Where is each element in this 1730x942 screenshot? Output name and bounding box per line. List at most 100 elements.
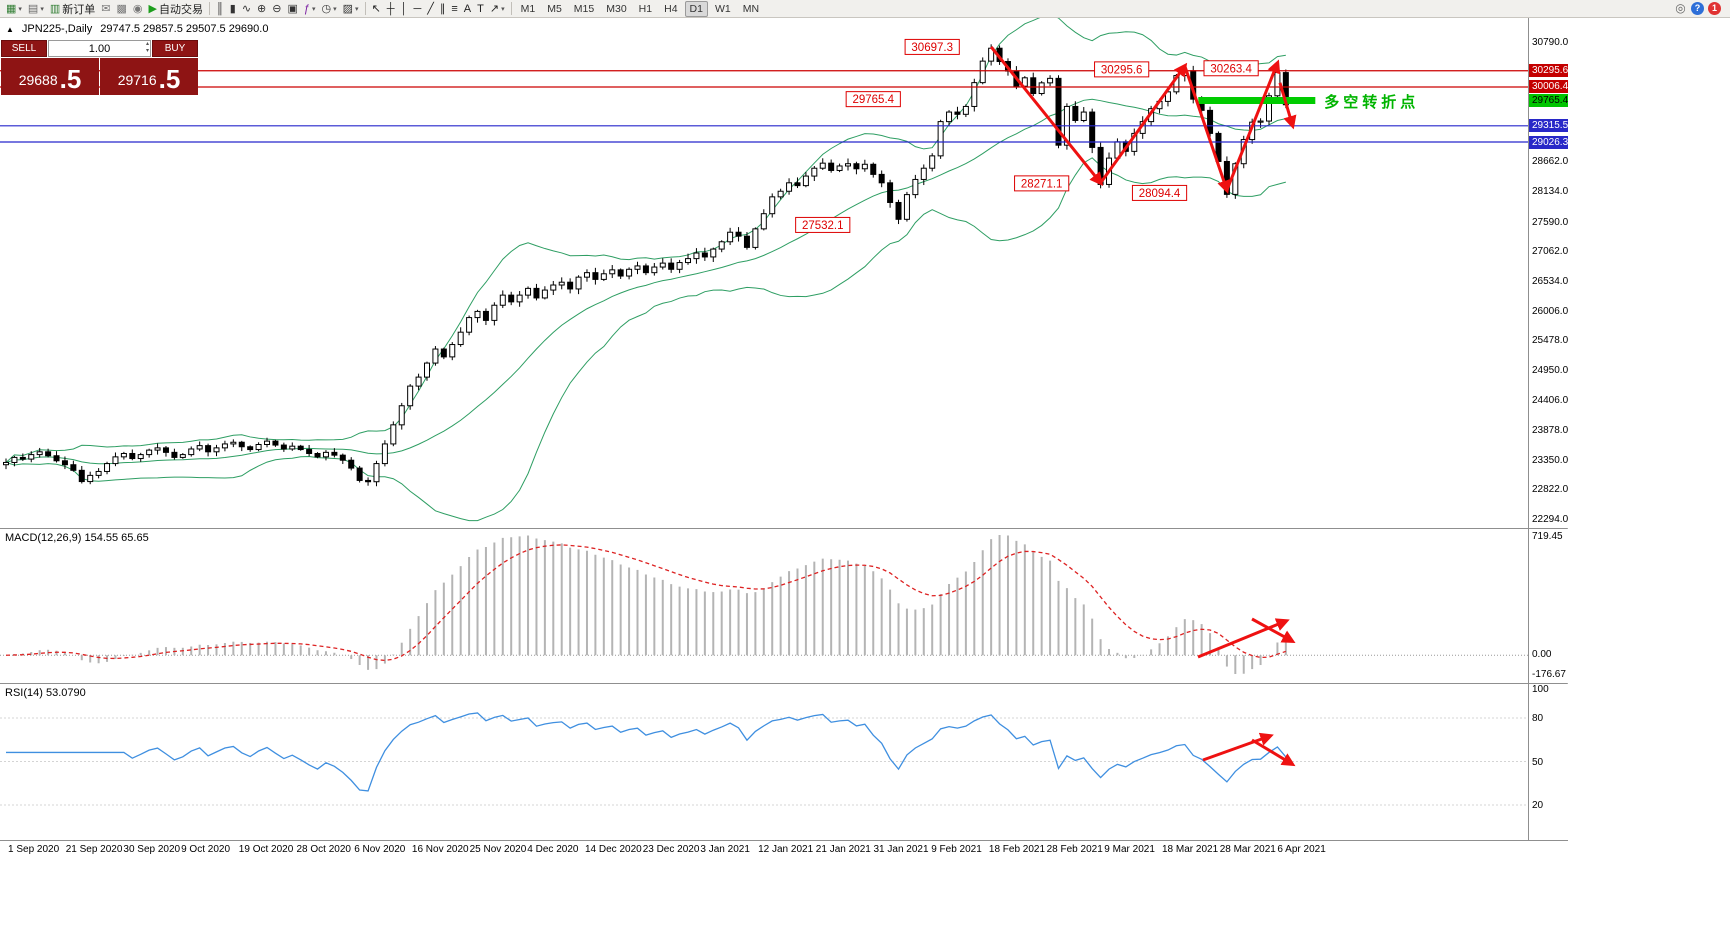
- macd-canvas[interactable]: [0, 529, 1528, 684]
- price-callout[interactable]: 30697.3: [904, 38, 960, 55]
- price-axis-tick: 23350.0: [1532, 454, 1569, 466]
- buy-button[interactable]: BUY: [152, 40, 198, 57]
- crosshair-button[interactable]: ┼: [384, 1, 398, 17]
- buy-price[interactable]: 29716 .5: [100, 58, 198, 95]
- line-chart-type-button[interactable]: ∿: [239, 1, 254, 17]
- time-axis-label: 18 Feb 2021: [988, 844, 1046, 855]
- tf-h4-button[interactable]: H4: [664, 2, 678, 15]
- data-window-button[interactable]: ▩: [113, 1, 129, 17]
- time-axis-label: 12 Jan 2021: [758, 844, 814, 855]
- text-icon: A: [463, 2, 472, 15]
- zoom-in-button[interactable]: ⊕: [254, 1, 269, 17]
- trendline-button[interactable]: ╱: [424, 1, 437, 17]
- price-axis-tick: 27590.0: [1532, 216, 1569, 228]
- chevron-down-icon[interactable]: ▾: [40, 5, 44, 13]
- new-order-button[interactable]: ▥ 新订单: [47, 1, 98, 17]
- macd-pane[interactable]: 719.45 0.00 -176.67 MACD(12,26,9) 154.55 6…: [0, 528, 1569, 684]
- zoom-in-icon: ⊕: [257, 2, 267, 15]
- rsi-trend-arrow[interactable]: [1251, 738, 1296, 767]
- horizontal-line-button[interactable]: ─: [410, 1, 424, 17]
- text-label-button[interactable]: T: [474, 1, 487, 17]
- tf-d1-button[interactable]: D1: [684, 0, 708, 17]
- trend-arrow[interactable]: [1099, 62, 1188, 184]
- chevron-down-icon[interactable]: ▾: [18, 5, 22, 13]
- macd-trend-arrow[interactable]: [1197, 618, 1290, 659]
- auto-trading-button[interactable]: ▶ 自动交易: [145, 1, 205, 17]
- price-chart-canvas[interactable]: 30697.3 30295.6 30263.4 29765.4 28271.1 28094…: [0, 18, 1528, 528]
- tf-m30-button[interactable]: M30: [606, 2, 627, 15]
- timeframe-group: M1 M5 M15 M30 H1 H4 D1 W1 MN: [515, 0, 765, 18]
- time-axis-label: 9 Feb 2021: [931, 844, 982, 855]
- time-axis-label: 1 Sep 2020: [8, 844, 60, 855]
- chevron-down-icon[interactable]: ▾: [333, 5, 337, 13]
- vertical-line-button[interactable]: │: [398, 1, 411, 17]
- bollinger-lower: [5, 157, 1286, 522]
- navigator-button[interactable]: ◉: [130, 1, 146, 17]
- macd-trend-arrow[interactable]: [1251, 617, 1296, 643]
- price-callout[interactable]: 29765.4: [845, 91, 901, 108]
- price-callout[interactable]: 28271.1: [1014, 175, 1070, 192]
- chevron-down-icon[interactable]: ▾: [355, 5, 359, 13]
- volume-value[interactable]: 1.00: [88, 42, 111, 55]
- time-axis-label: 21 Sep 2020: [65, 844, 123, 855]
- rsi-label: RSI(14) 53.0790: [5, 687, 86, 699]
- help-icon[interactable]: ?: [1691, 2, 1704, 15]
- tf-h1-button[interactable]: H1: [638, 2, 653, 15]
- trend-arrow[interactable]: [1278, 82, 1297, 130]
- svg-text:30295.6: 30295.6: [1101, 64, 1143, 76]
- sell-button[interactable]: SELL: [1, 40, 47, 57]
- new-chart-button[interactable]: ▦ ▾: [3, 1, 25, 17]
- profiles-button[interactable]: ▤ ▾: [25, 1, 47, 17]
- rsi-trend-arrow[interactable]: [1202, 732, 1274, 762]
- chevron-down-icon[interactable]: ▾: [312, 5, 316, 13]
- search-icon[interactable]: ◎: [1675, 1, 1686, 15]
- price-callout[interactable]: 27532.1: [795, 216, 851, 233]
- tf-w1-button[interactable]: W1: [714, 2, 731, 15]
- price-callout[interactable]: 30263.4: [1203, 60, 1259, 77]
- spinner-up-icon[interactable]: ▴: [145, 41, 149, 47]
- trendline-icon: ╱: [427, 2, 434, 15]
- fibonacci-button[interactable]: ≡: [448, 1, 460, 17]
- tf-m15-button[interactable]: M15: [573, 2, 595, 15]
- volume-field[interactable]: 1.00 ▴ ▾: [48, 40, 151, 57]
- indicators-button[interactable]: ƒ ▾: [301, 1, 319, 17]
- sell-price[interactable]: 29688 .5: [1, 58, 99, 95]
- buy-price-frac: .5: [158, 64, 181, 94]
- price-callout[interactable]: 30295.6: [1094, 61, 1150, 78]
- rsi-canvas[interactable]: [0, 684, 1528, 841]
- channel-button[interactable]: ∥: [437, 1, 449, 17]
- zoom-out-button[interactable]: ⊖: [269, 1, 284, 17]
- cursor-icon: ↖: [371, 2, 381, 15]
- tf-m1-button[interactable]: M1: [520, 2, 536, 15]
- price-callout[interactable]: 28094.4: [1131, 184, 1188, 201]
- volume-spinner[interactable]: ▴ ▾: [146, 41, 149, 55]
- spinner-down-icon[interactable]: ▾: [145, 48, 149, 54]
- candle-chart-type-button[interactable]: ▮: [227, 1, 239, 17]
- trend-arrow[interactable]: [1225, 59, 1281, 191]
- tile-windows-button[interactable]: ▣: [284, 1, 300, 17]
- auto-trading-label: 自动交易: [158, 3, 203, 16]
- price-axis-tick: 24950.0: [1532, 364, 1569, 376]
- toolbar-separator: [208, 2, 210, 15]
- bollinger-upper: [5, 18, 1286, 463]
- rsi-pane[interactable]: 100 80 50 20 RSI(14) 53.0790: [0, 683, 1569, 841]
- new-order-label: 新订单: [62, 3, 96, 16]
- trend-arrow[interactable]: [1183, 65, 1231, 194]
- chart-marker-icon: ▲: [6, 24, 14, 34]
- tf-m5-button[interactable]: M5: [547, 2, 562, 15]
- text-button[interactable]: A: [461, 1, 474, 17]
- periods-button[interactable]: ◷ ▾: [319, 1, 340, 17]
- cursor-button[interactable]: ↖: [369, 1, 384, 17]
- chevron-down-icon[interactable]: ▾: [501, 5, 505, 13]
- price-axis-badge: 30006.4: [1529, 80, 1568, 94]
- price-axis-tick: 27062.0: [1532, 246, 1569, 258]
- notifications-icon[interactable]: 1: [1708, 2, 1721, 15]
- templates-button[interactable]: ▨ ▾: [340, 1, 362, 17]
- trend-arrow[interactable]: [989, 45, 1104, 186]
- arrow-objects-button[interactable]: ↗ ▾: [487, 1, 508, 17]
- market-watch-button[interactable]: ✉: [98, 1, 113, 17]
- bar-chart-type-button[interactable]: ║: [213, 1, 227, 17]
- time-axis-label: 6 Apr 2021: [1277, 844, 1326, 855]
- price-pane[interactable]: 30697.3 30295.6 30263.4 29765.4 28271.1 28094…: [0, 18, 1569, 528]
- tf-mn-button[interactable]: MN: [742, 2, 760, 15]
